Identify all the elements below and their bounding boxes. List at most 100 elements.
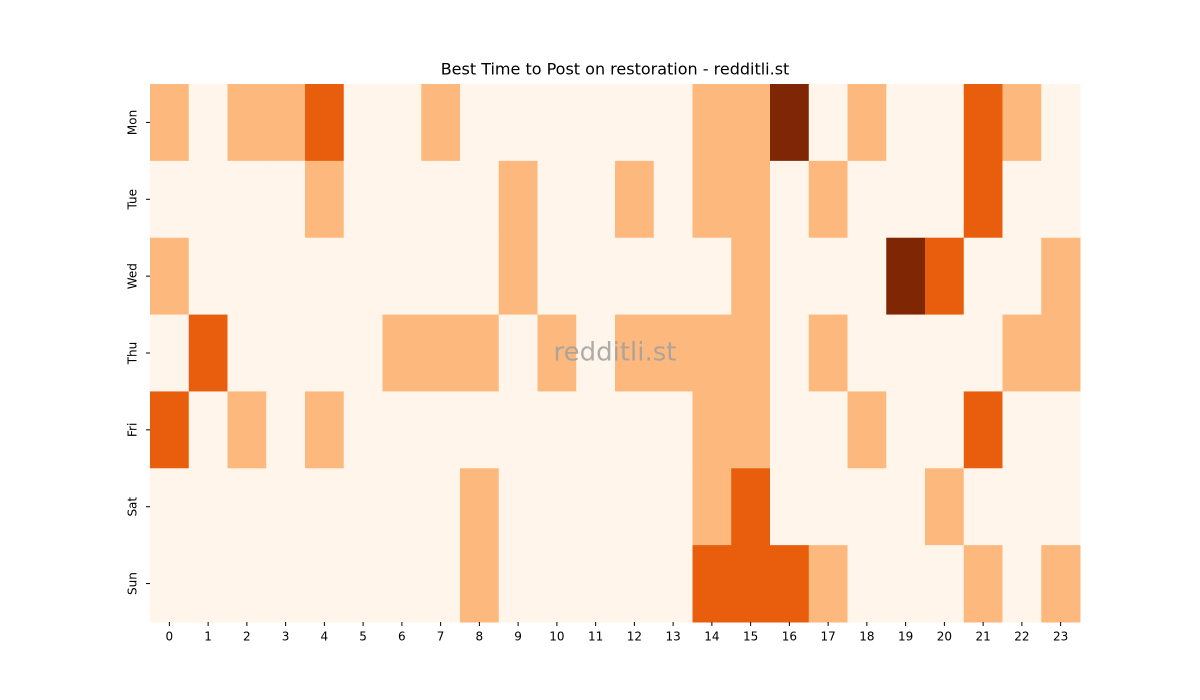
heat-cell — [808, 391, 848, 469]
heat-cell — [150, 314, 190, 392]
heat-cell — [925, 237, 965, 316]
x-tick-label: 6 — [398, 630, 406, 644]
x-tick-label: 4 — [321, 630, 329, 644]
heat-cell — [886, 160, 926, 239]
heat-cell — [305, 468, 345, 546]
heat-cell — [266, 237, 306, 316]
heat-cell — [1002, 391, 1042, 469]
heat-cell — [343, 237, 383, 316]
heat-cell — [653, 314, 693, 392]
heat-cell — [1002, 237, 1042, 316]
heat-cell — [537, 84, 577, 162]
heat-cell — [343, 545, 383, 623]
heat-cell — [537, 160, 577, 239]
heat-cell — [1041, 84, 1081, 162]
x-tick-label: 1 — [204, 630, 212, 644]
heat-cell — [305, 160, 345, 239]
heat-cell — [343, 468, 383, 546]
watermark: redditli.st — [554, 338, 677, 368]
heat-cell — [498, 314, 538, 392]
heat-cell — [227, 237, 267, 316]
x-tick-label: 5 — [359, 630, 367, 644]
heat-cell — [188, 84, 228, 162]
heat-cell — [266, 84, 306, 162]
heat-cell — [382, 237, 422, 316]
heat-cell — [615, 84, 655, 162]
x-tick-label: 12 — [627, 630, 642, 644]
heat-cell — [576, 237, 616, 316]
heat-cell — [460, 84, 500, 162]
heat-cell — [1002, 545, 1042, 623]
heat-cell — [576, 468, 616, 546]
heat-cell — [808, 545, 848, 623]
heat-cell — [615, 314, 655, 392]
heat-cell — [925, 391, 965, 469]
heat-cell — [847, 237, 887, 316]
heat-cell — [963, 237, 1003, 316]
y-tick-label: Tue — [126, 189, 140, 211]
x-tick-label: 21 — [975, 630, 990, 644]
heat-cell — [692, 237, 732, 316]
heat-cell — [188, 391, 228, 469]
heat-cell — [808, 237, 848, 316]
heat-cell — [576, 314, 616, 392]
heat-cell — [537, 391, 577, 469]
heat-cell — [498, 237, 538, 316]
heat-cell — [1002, 84, 1042, 162]
heat-cell — [731, 545, 771, 623]
x-tick-label: 13 — [665, 630, 680, 644]
heat-cell — [731, 314, 771, 392]
heat-cell — [227, 545, 267, 623]
heat-cell — [963, 160, 1003, 239]
x-tick-label: 18 — [859, 630, 874, 644]
heat-cell — [382, 545, 422, 623]
heat-cell — [615, 391, 655, 469]
heat-cell — [886, 237, 926, 316]
heat-cell — [266, 391, 306, 469]
x-tick-label: 7 — [437, 630, 445, 644]
heat-cell — [731, 237, 771, 316]
heat-cell — [653, 545, 693, 623]
x-tick-label: 2 — [243, 630, 251, 644]
heat-cell — [653, 84, 693, 162]
heat-cell — [266, 314, 306, 392]
heat-cell — [421, 391, 461, 469]
heat-cell — [1041, 391, 1081, 469]
heat-cell — [770, 391, 810, 469]
heat-cell — [498, 468, 538, 546]
heat-cell — [1041, 468, 1081, 546]
heat-cell — [847, 314, 887, 392]
heat-cell — [1041, 237, 1081, 316]
heat-cell — [460, 468, 500, 546]
x-tick-label: 9 — [514, 630, 522, 644]
heat-cell — [227, 84, 267, 162]
heat-cell — [343, 160, 383, 239]
heat-cell — [188, 160, 228, 239]
heat-cell — [847, 391, 887, 469]
heat-cell — [886, 545, 926, 623]
x-tick-label: 23 — [1053, 630, 1068, 644]
heat-cell — [498, 391, 538, 469]
heat-cell — [886, 84, 926, 162]
heat-cell — [731, 468, 771, 546]
heat-cell — [886, 314, 926, 392]
x-tick-label: 17 — [820, 630, 835, 644]
heat-cell — [150, 237, 190, 316]
heat-cell — [227, 391, 267, 469]
heat-cell — [653, 468, 693, 546]
heat-cell — [421, 468, 461, 546]
heat-cell — [692, 468, 732, 546]
heat-cell — [770, 84, 810, 162]
heat-cell — [188, 545, 228, 623]
heat-cell — [615, 545, 655, 623]
heat-cell — [382, 314, 422, 392]
heat-cell — [188, 314, 228, 392]
heat-cell — [1041, 160, 1081, 239]
heat-cell — [460, 314, 500, 392]
heat-cell — [808, 314, 848, 392]
heat-cell — [460, 160, 500, 239]
heat-cell — [731, 391, 771, 469]
heat-cell — [150, 468, 190, 546]
heat-cell — [498, 160, 538, 239]
